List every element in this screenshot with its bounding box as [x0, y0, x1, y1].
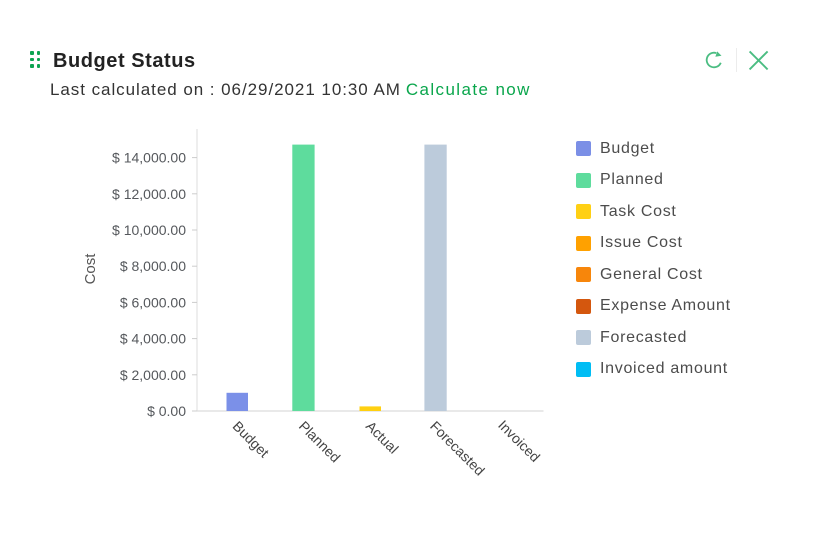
svg-text:Invoiced: Invoiced [495, 417, 543, 465]
svg-text:Forecasted: Forecasted [427, 418, 488, 479]
svg-text:$ 8,000.00: $ 8,000.00 [120, 258, 186, 274]
svg-text:Planned: Planned [296, 418, 344, 466]
svg-text:$ 12,000.00: $ 12,000.00 [112, 186, 186, 202]
svg-text:Cost: Cost [82, 253, 99, 285]
svg-text:$ 0.00: $ 0.00 [147, 403, 186, 419]
svg-text:$ 6,000.00: $ 6,000.00 [120, 294, 186, 310]
svg-text:$ 14,000.00: $ 14,000.00 [112, 150, 186, 166]
svg-text:Actual: Actual [363, 418, 402, 457]
svg-text:$ 10,000.00: $ 10,000.00 [112, 222, 186, 238]
svg-text:$ 4,000.00: $ 4,000.00 [120, 331, 186, 347]
svg-text:Budget: Budget [230, 418, 273, 461]
svg-text:$ 2,000.00: $ 2,000.00 [120, 367, 186, 383]
